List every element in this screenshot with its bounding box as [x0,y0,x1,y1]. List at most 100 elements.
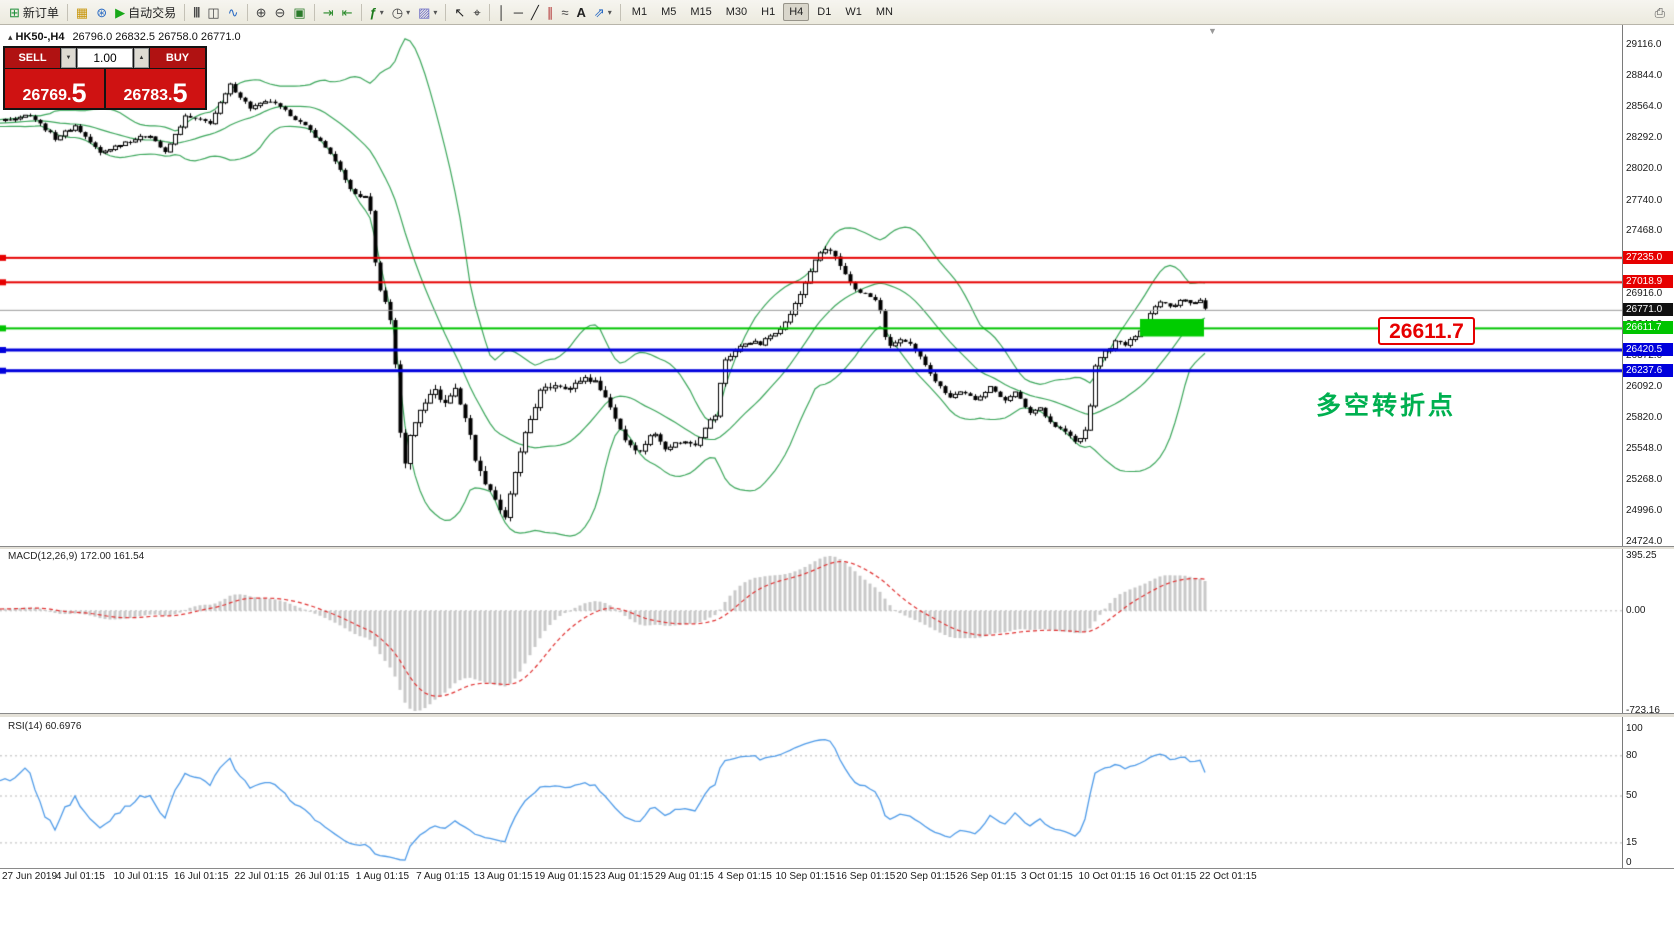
candlestick-chart-button[interactable]: ◫ [203,4,223,21]
buy-button[interactable]: BUY [150,48,205,68]
price-axis-tick: 25548.0 [1626,442,1663,454]
rsi-scale-label: 100 [1626,723,1643,734]
macd-scale-label: 395.25 [1626,550,1657,562]
tile-windows-button[interactable]: ▣ [289,4,309,21]
chart-shift-button[interactable]: ⇤ [338,4,357,21]
chart-shift-icon: ⇤ [341,4,353,20]
time-axis-label: 23 Aug 01:15 [594,871,654,882]
buy-price-main: 26783. [123,87,173,105]
autotrading-button[interactable]: ▶ 自动交易 [111,2,180,23]
toolbar-separator [313,3,315,21]
periods-button[interactable]: ◷ ▾ [388,4,414,21]
current-price-tag: 26771.0 [1623,303,1673,317]
tf-button-h4[interactable]: H4 [783,3,810,21]
auto-scroll-button[interactable]: ⇥ [319,4,338,21]
text-tool-icon: A [576,4,586,20]
rsi-panel-canvas[interactable] [0,717,1622,868]
cursor-tool-button[interactable]: ↖ [450,4,469,21]
indicators-button[interactable]: ƒ ▾ [366,4,388,21]
volume-decrease-button[interactable]: ▼ [61,48,76,68]
zoom-out-button[interactable]: ⊖ [270,4,289,21]
tf-button-w1[interactable]: W1 [845,6,862,18]
time-axis-label: 16 Jul 01:15 [173,871,229,882]
chart-header: ▴ HK50-,H4 26796.0 26832.5 26758.0 26771.0 [8,31,241,43]
time-axis-label: 16 Oct 01:15 [1138,871,1197,882]
price-chart-canvas[interactable] [0,25,1622,546]
marketwatch-button[interactable]: ⊛ [92,4,111,21]
channel-tool-button[interactable]: ∥ [543,4,558,21]
volume-input[interactable] [77,48,133,68]
tf-button-d1[interactable]: D1 [817,6,832,18]
time-axis-label: 27 Jun 2019 [2,871,58,882]
main-toolbar: ⊞ 新订单 ▦ ⊛ ▶ 自动交易 ||| ◫ ∿ ⊕ ⊖ ▣ ⇥ ⇤ ƒ ▾ ◷ [0,0,1674,25]
templates-button[interactable]: ▨ ▾ [414,4,441,21]
autotrading-play-icon: ▶ [115,4,126,20]
zoom-out-icon: ⊖ [274,4,286,20]
time-axis-label: 3 Oct 01:15 [1020,871,1073,882]
price-line-tag: 26420.5 [1623,343,1673,357]
macd-indicator-label: MACD(12,26,9) 172.00 161.54 [8,551,145,562]
bar-chart-button[interactable]: ||| [189,5,203,20]
tf-button-mn[interactable]: MN [875,6,893,18]
horizontal-line-icon: ─ [513,4,523,20]
rsi-scale-label: 80 [1626,749,1638,761]
zoom-in-button[interactable]: ⊕ [252,4,271,21]
volume-increase-button[interactable]: ▲ [134,48,149,68]
text-tool-button[interactable]: A [572,4,589,21]
time-axis-label: 19 Aug 01:15 [534,871,594,882]
rsi-scale-label: 50 [1626,790,1638,801]
indicators-icon: ƒ [369,4,377,20]
price-line-tag: 26611.7 [1623,321,1673,335]
arrows-tool-icon: ⇗ [593,4,605,20]
symbol-period-label: HK50-,H4 [15,31,65,43]
trendline-tool-button[interactable]: ╱ [527,4,543,21]
time-axis-label: 26 Sep 01:15 [956,871,1017,882]
fibonacci-tool-button[interactable]: ≈ [557,4,572,21]
new-order-button[interactable]: ⊞ 新订单 [5,2,63,23]
panel-splitter[interactable] [0,713,1674,717]
new-order-icon: ⊞ [9,4,20,20]
new-chart-button[interactable]: ▦ [72,4,92,21]
toolbar-separator [619,3,621,21]
tf-button-h1[interactable]: H1 [761,6,776,18]
channel-icon: ∥ [546,4,554,20]
crosshair-tool-button[interactable]: ⌖ [469,4,484,21]
sell-button[interactable]: SELL [5,48,60,68]
price-axis-tick: 26916.0 [1626,287,1663,299]
macd-scale-label: 0.00 [1626,604,1646,616]
arrows-tool-button[interactable]: ⇗ ▾ [590,4,616,21]
price-axis-tick: 27468.0 [1626,225,1663,237]
sell-price-fraction: 5 [71,78,87,109]
price-axis-tick: 26092.0 [1626,381,1663,393]
macd-panel-canvas[interactable] [0,549,1622,713]
chart-shift-marker-icon: ▼ [1208,26,1217,36]
print-button[interactable]: ⎙ [1651,4,1669,21]
time-axis-label: 4 Sep 01:15 [717,871,772,882]
price-axis-tick: 25268.0 [1626,474,1663,486]
toolbar-separator [66,3,68,21]
clock-icon: ◷ [391,4,404,20]
price-axis-tick: 27740.0 [1626,194,1663,206]
panel-splitter[interactable] [0,546,1674,549]
symbol-marker-icon: ▴ [8,32,13,42]
buy-price-display[interactable]: 26783. 5 [106,69,205,108]
time-axis-label: 22 Oct 01:15 [1199,871,1257,882]
tf-button-m15[interactable]: M15 [690,6,712,18]
candlestick-chart-icon: ◫ [207,4,220,20]
vertical-line-tool-button[interactable]: │ [494,4,510,21]
time-axis-label: 16 Sep 01:15 [835,871,896,882]
horizontal-line-tool-button[interactable]: ─ [510,4,527,21]
price-axis-tick: 28564.0 [1626,101,1663,113]
line-chart-icon: ∿ [227,4,239,20]
crosshair-icon: ⌖ [473,4,481,20]
tf-button-m5[interactable]: M5 [661,6,677,18]
sell-price-main: 26769. [22,87,72,105]
line-chart-button[interactable]: ∿ [224,4,243,21]
tf-button-m30[interactable]: M30 [725,6,748,18]
tf-button-m1[interactable]: M1 [631,6,648,18]
time-axis-label: 29 Aug 01:15 [654,871,714,882]
price-callout-label: 26611.7 [1378,317,1475,345]
auto-scroll-icon: ⇥ [322,4,334,20]
sell-price-display[interactable]: 26769. 5 [5,69,104,108]
fibonacci-icon: ≈ [561,4,569,20]
